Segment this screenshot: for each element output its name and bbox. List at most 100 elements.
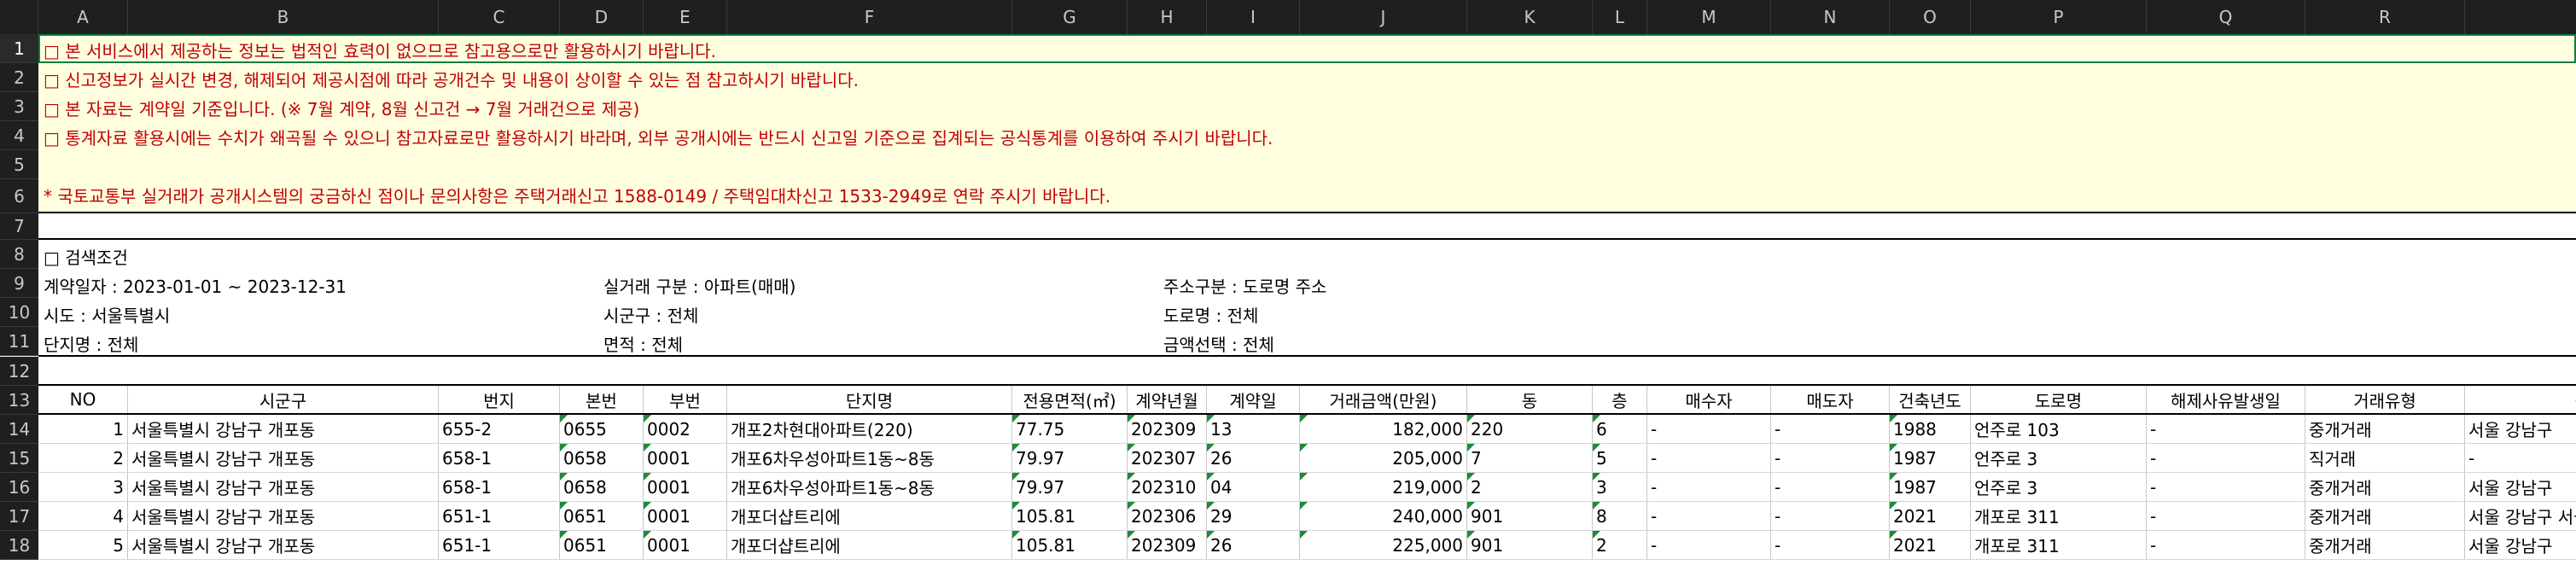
table-cell[interactable]: - xyxy=(1771,444,1890,472)
table-cell[interactable]: 언주로 3 xyxy=(1971,473,2147,501)
row-header-1[interactable]: 1 xyxy=(0,34,38,63)
table-cell[interactable]: - xyxy=(1647,415,1771,443)
column-header-A[interactable]: A xyxy=(38,0,128,34)
table-row[interactable]: 2 서울특별시 강남구 개포동 658-1 0658 0001 개포6차우성아파트1동~8… xyxy=(38,444,2576,473)
table-cell[interactable]: 1988 xyxy=(1890,415,1971,443)
table-cell[interactable]: 개포로 311 xyxy=(1971,502,2147,530)
table-cell[interactable]: 29 xyxy=(1207,502,1300,530)
row-header-18[interactable]: 18 xyxy=(0,531,38,560)
table-cell[interactable]: 202309 xyxy=(1128,415,1207,443)
column-header-H[interactable]: H xyxy=(1128,0,1207,34)
table-cell[interactable]: 서울특별시 강남구 개포동 xyxy=(128,444,439,472)
table-cell[interactable]: 서울 강남구 xyxy=(2465,473,2576,501)
table-cell[interactable]: 651-1 xyxy=(439,502,560,530)
table-cell[interactable]: 182,000 xyxy=(1300,415,1467,443)
table-header-cell[interactable]: 건축년도 xyxy=(1890,386,1971,413)
row-header-8[interactable]: 8 xyxy=(0,240,38,269)
table-cell[interactable]: - xyxy=(1647,502,1771,530)
column-header-B[interactable]: B xyxy=(128,0,439,34)
table-cell[interactable]: 서울 강남구 xyxy=(2465,415,2576,443)
notice-row-4[interactable]: □ 통계자료 활용시에는 수치가 왜곡될 수 있으니 참고자료로만 활용하시기 … xyxy=(38,121,2576,150)
row-header-10[interactable]: 10 xyxy=(0,298,38,327)
table-cell[interactable]: 105.81 xyxy=(1012,502,1128,530)
table-header-cell[interactable]: 시군구 xyxy=(128,386,439,413)
table-cell[interactable]: - xyxy=(1647,473,1771,501)
table-cell[interactable]: 901 xyxy=(1467,502,1593,530)
table-cell[interactable]: 0002 xyxy=(644,415,727,443)
notice-row-5[interactable] xyxy=(38,150,2576,179)
column-header-R[interactable]: R xyxy=(2305,0,2465,34)
table-cell[interactable]: - xyxy=(1771,502,1890,530)
table-cell[interactable]: 2 xyxy=(1593,531,1647,559)
table-cell[interactable]: 개포2차현대아파트(220) xyxy=(727,415,1012,443)
table-cell[interactable]: 서울 강남구 xyxy=(2465,531,2576,559)
table-cell[interactable]: 5 xyxy=(38,531,128,559)
search-row-10[interactable]: 시도 : 서울특별시 시군구 : 전체 도로명 : 전체 xyxy=(38,298,2576,327)
table-cell[interactable]: 6 xyxy=(1593,415,1647,443)
table-cell[interactable]: 8 xyxy=(1593,502,1647,530)
table-cell[interactable]: 655-2 xyxy=(439,415,560,443)
table-header-cell[interactable]: NO xyxy=(38,386,128,413)
row-header-6[interactable]: 6 xyxy=(0,179,38,213)
table-row[interactable]: 3 서울특별시 강남구 개포동 658-1 0658 0001 개포6차우성아파트1동~8… xyxy=(38,473,2576,502)
table-cell[interactable]: - xyxy=(1771,531,1890,559)
table-cell[interactable]: - xyxy=(1647,444,1771,472)
row-header-3[interactable]: 3 xyxy=(0,92,38,121)
column-header-N[interactable]: N xyxy=(1771,0,1890,34)
table-row[interactable]: 1 서울특별시 강남구 개포동 655-2 0655 0002 개포2차현대아파트(220… xyxy=(38,415,2576,444)
column-header-J[interactable]: J xyxy=(1300,0,1467,34)
table-cell[interactable]: 3 xyxy=(1593,473,1647,501)
table-cell[interactable]: - xyxy=(2147,531,2305,559)
table-header-cell[interactable]: 계약일 xyxy=(1207,386,1300,413)
table-cell[interactable]: 개포로 311 xyxy=(1971,531,2147,559)
table-cell[interactable]: 1987 xyxy=(1890,473,1971,501)
row-header-7[interactable]: 7 xyxy=(0,213,38,240)
table-cell[interactable]: 0001 xyxy=(644,531,727,559)
row-header-12[interactable]: 12 xyxy=(0,357,38,386)
empty-row-7[interactable] xyxy=(38,213,2576,241)
row-header-4[interactable]: 4 xyxy=(0,121,38,150)
table-cell[interactable]: 언주로 3 xyxy=(1971,444,2147,472)
column-header-K[interactable]: K xyxy=(1467,0,1593,34)
table-cell[interactable]: 202306 xyxy=(1128,502,1207,530)
table-cell[interactable]: 225,000 xyxy=(1300,531,1467,559)
table-cell[interactable]: 서울특별시 강남구 개포동 xyxy=(128,415,439,443)
table-header-cell[interactable]: 동 xyxy=(1467,386,1593,413)
table-cell[interactable]: 3 xyxy=(38,473,128,501)
table-cell[interactable]: 중개거래 xyxy=(2305,415,2465,443)
table-cell[interactable]: 0658 xyxy=(560,444,644,472)
table-cell[interactable]: - xyxy=(1647,531,1771,559)
table-cell[interactable]: 개포6차우성아파트1동~8동 xyxy=(727,444,1012,472)
column-header-C[interactable]: C xyxy=(439,0,560,34)
table-header-cell[interactable]: 매수자 xyxy=(1647,386,1771,413)
table-cell[interactable]: 1 xyxy=(38,415,128,443)
search-row-9[interactable]: 계약일자 : 2023-01-01 ~ 2023-12-31 실거래 구분 : … xyxy=(38,269,2576,298)
table-cell[interactable]: 5 xyxy=(1593,444,1647,472)
table-cell[interactable]: - xyxy=(1771,473,1890,501)
table-cell[interactable]: 0001 xyxy=(644,502,727,530)
table-header-cell[interactable]: 매도자 xyxy=(1771,386,1890,413)
table-cell[interactable]: 0658 xyxy=(560,473,644,501)
table-cell[interactable]: - xyxy=(1771,415,1890,443)
column-header-L[interactable]: L xyxy=(1593,0,1647,34)
table-cell[interactable]: 0001 xyxy=(644,473,727,501)
table-cell[interactable]: 7 xyxy=(1467,444,1593,472)
notice-row-3[interactable]: □ 본 자료는 계약일 기준입니다. (※ 7월 계약, 8월 신고건 → 7월… xyxy=(38,92,2576,121)
empty-row-12[interactable] xyxy=(38,357,2576,384)
table-cell[interactable]: 2 xyxy=(1467,473,1593,501)
notice-row-6[interactable]: * 국토교통부 실거래가 공개시스템의 궁금하신 점이나 문의사항은 주택거래신… xyxy=(38,179,2576,208)
table-row[interactable]: 5 서울특별시 강남구 개포동 651-1 0651 0001 개포더샵트리에 105.81… xyxy=(38,531,2576,560)
table-header-cell[interactable]: 층 xyxy=(1593,386,1647,413)
table-header-cell[interactable]: 전용면적(㎡) xyxy=(1012,386,1128,413)
table-cell[interactable]: 중개거래 xyxy=(2305,473,2465,501)
table-header-cell[interactable]: 단지명 xyxy=(727,386,1012,413)
table-header-cell[interactable]: 도로명 xyxy=(1971,386,2147,413)
table-header-cell[interactable]: 번지 xyxy=(439,386,560,413)
column-header-D[interactable]: D xyxy=(560,0,644,34)
notice-row-1[interactable]: □ 본 서비스에서 제공하는 정보는 법적인 효력이 없으므로 참고용으로만 활… xyxy=(38,34,2576,63)
table-cell[interactable]: 개포더샵트리에 xyxy=(727,531,1012,559)
table-cell[interactable]: 중개거래 xyxy=(2305,531,2465,559)
table-cell[interactable]: 2021 xyxy=(1890,502,1971,530)
row-header-15[interactable]: 15 xyxy=(0,444,38,473)
table-cell[interactable]: 26 xyxy=(1207,531,1300,559)
